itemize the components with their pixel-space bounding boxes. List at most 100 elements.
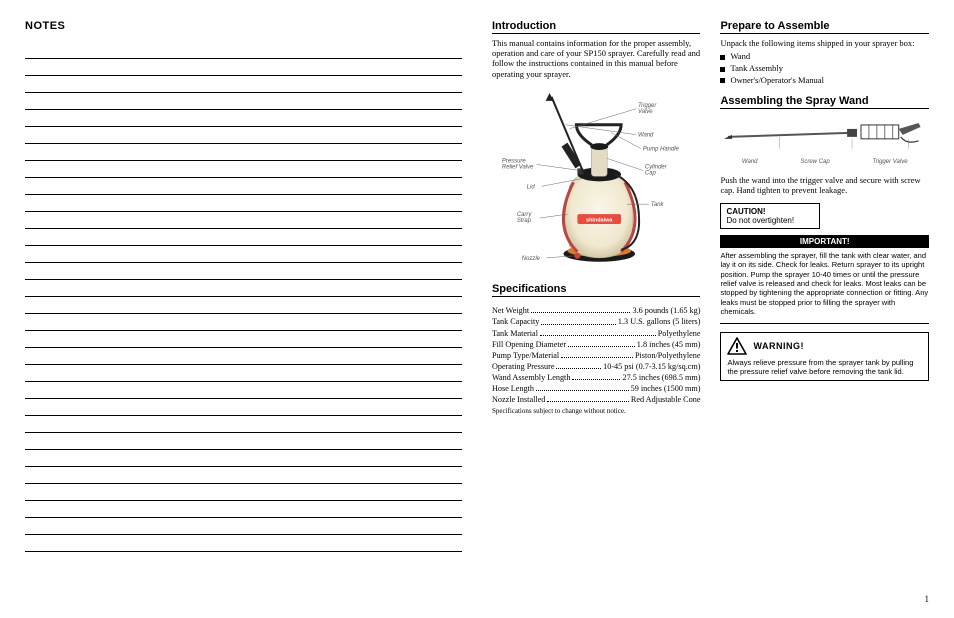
manual-page: NOTES Introduction This manual contains … <box>0 0 954 618</box>
label-pump-handle: Pump Handle <box>643 146 680 152</box>
note-line <box>25 348 462 365</box>
svg-text:Valve: Valve <box>638 109 653 115</box>
spec-dots <box>556 361 601 369</box>
note-line <box>25 535 462 552</box>
spec-value: 1.3 U.S. gallons (5 liters) <box>618 316 701 327</box>
spec-dots <box>572 372 620 380</box>
prepare-items: WandTank AssemblyOwner's/Operator's Manu… <box>720 51 929 87</box>
spec-value: Red Adjustable Cone <box>631 394 701 405</box>
introduction-body: This manual contains information for the… <box>492 38 701 79</box>
note-line <box>25 110 462 127</box>
specifications-heading: Specifications <box>492 283 701 297</box>
spec-value: Piston/Polyethylene <box>635 350 701 361</box>
bullet-text: Owner's/Operator's Manual <box>730 75 823 87</box>
spec-value: 10-45 psi (0.7-3.15 kg/sq.cm) <box>603 361 700 372</box>
spec-label: Hose Length <box>492 383 534 394</box>
note-line <box>25 280 462 297</box>
spec-value: 3.6 pounds (1.65 kg) <box>632 305 700 316</box>
note-line <box>25 42 462 59</box>
spec-value: 1.8 inches (45 mm) <box>637 339 701 350</box>
note-line <box>25 314 462 331</box>
caution-title: CAUTION! <box>726 207 814 216</box>
spec-row: Tank Capacity 1.3 U.S. gallons (5 liters) <box>492 316 701 327</box>
wand-svg <box>720 119 929 155</box>
warning-title: WARNING! <box>753 341 804 351</box>
assemble-column: Prepare to Assemble Unpack the following… <box>720 20 929 598</box>
spec-dots <box>540 328 656 336</box>
spec-dots <box>531 305 630 313</box>
brand-label: shindaiwa <box>586 217 613 223</box>
wand-label-wand: Wand <box>742 159 758 165</box>
note-line <box>25 365 462 382</box>
note-line <box>25 467 462 484</box>
note-line <box>25 161 462 178</box>
assemble-body: Push the wand into the trigger valve and… <box>720 175 929 195</box>
bullet-square-icon <box>720 67 725 72</box>
caution-text: Do not overtighten! <box>726 216 814 225</box>
spec-row: Hose Length 59 inches (1500 mm) <box>492 383 701 394</box>
sprayer-svg: shindaiwa <box>492 87 701 276</box>
bullet-square-icon <box>720 55 725 60</box>
spec-row: Tank Material Polyethylene <box>492 328 701 339</box>
page-number: 1 <box>925 594 930 604</box>
note-line <box>25 127 462 144</box>
spec-value: 59 inches (1500 mm) <box>631 383 701 394</box>
bullet-item: Wand <box>720 51 929 63</box>
important-title: IMPORTANT! <box>720 235 929 248</box>
note-line <box>25 263 462 280</box>
warning-box: WARNING! Always relieve pressure from th… <box>720 332 929 382</box>
warning-icon <box>727 337 747 355</box>
note-line <box>25 212 462 229</box>
note-line <box>25 144 462 161</box>
spec-label: Nozzle Installed <box>492 394 545 405</box>
note-line <box>25 93 462 110</box>
spec-dots <box>568 339 635 347</box>
note-line <box>25 297 462 314</box>
note-line <box>25 399 462 416</box>
svg-text:Cap: Cap <box>645 170 657 176</box>
svg-text:Relief Valve: Relief Valve <box>502 164 534 170</box>
spec-list: Net Weight3.6 pounds (1.65 kg)Tank Capac… <box>492 305 701 405</box>
spec-row: Wand Assembly Length 27.5 inches (698.5 m… <box>492 372 701 383</box>
spec-label: Tank Capacity <box>492 316 539 327</box>
spec-dots <box>547 394 629 402</box>
spec-label: Wand Assembly Length <box>492 372 570 383</box>
spec-label: Net Weight <box>492 305 529 316</box>
label-nozzle: Nozzle <box>522 256 541 262</box>
spec-dots <box>561 350 633 358</box>
wand-label-screwcap: Screw Cap <box>800 159 829 165</box>
note-line <box>25 59 462 76</box>
spec-label: Fill Opening Diameter <box>492 339 566 350</box>
wand-labels: Wand Screw Cap Trigger Valve <box>720 159 929 165</box>
notes-column: NOTES <box>25 20 462 598</box>
note-line <box>25 484 462 501</box>
sprayer-diagram: shindaiwa <box>492 87 701 276</box>
spec-footnote: Specifications subject to change without… <box>492 407 701 415</box>
note-line <box>25 195 462 212</box>
wand-label-trigger: Trigger Valve <box>873 159 908 165</box>
note-line <box>25 178 462 195</box>
spec-dots <box>541 316 616 324</box>
caution-box: CAUTION! Do not overtighten! <box>720 203 820 229</box>
note-line <box>25 331 462 348</box>
wand-diagram: Wand Screw Cap Trigger Valve <box>720 119 929 165</box>
bullet-item: Tank Assembly <box>720 63 929 75</box>
prepare-intro: Unpack the following items shipped in yo… <box>720 38 929 48</box>
spec-row: Fill Opening Diameter 1.8 inches (45 mm) <box>492 339 701 350</box>
spec-label: Operating Pressure <box>492 361 555 372</box>
bullet-item: Owner's/Operator's Manual <box>720 75 929 87</box>
spec-label: Tank Material <box>492 328 538 339</box>
spec-row: Pump Type/MaterialPiston/Polyethylene <box>492 350 701 361</box>
bullet-text: Wand <box>730 51 750 63</box>
spec-dots <box>536 383 629 391</box>
notes-lines <box>25 42 462 552</box>
spec-value: Polyethylene <box>658 328 701 339</box>
note-line <box>25 518 462 535</box>
spec-value: 27.5 inches (698.5 mm) <box>622 372 700 383</box>
spec-row: Operating Pressure 10-45 psi (0.7-3.15 kg… <box>492 361 701 372</box>
note-line <box>25 433 462 450</box>
notes-heading: NOTES <box>25 20 462 32</box>
svg-text:Strap: Strap <box>517 218 532 224</box>
warning-body: Always relieve pressure from the sprayer… <box>727 358 922 377</box>
label-tank: Tank <box>651 202 665 208</box>
